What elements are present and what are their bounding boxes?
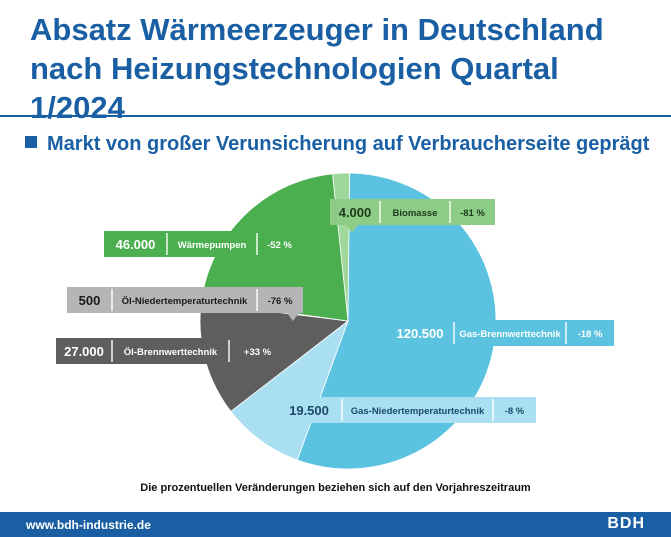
footer-bar: www.bdh-industrie.de BDH xyxy=(0,512,671,537)
callout-value-label: 4.000 xyxy=(339,205,372,220)
callout-gas-niedertemperaturtechnik: 19.500 Gas-Niedertemperaturtechnik -8 % xyxy=(276,397,536,431)
callout-waermepumpen: 46.000 Wärmepumpen -52 % xyxy=(104,231,302,265)
callout-pointer xyxy=(286,423,298,431)
footer-url-link[interactable]: www.bdh-industrie.de xyxy=(26,518,151,532)
subtitle-bullet-icon xyxy=(25,136,37,148)
callout-pointer xyxy=(396,346,408,354)
footer-brand-logo: BDH xyxy=(607,515,645,532)
callout-category-label: Gas-Niedertemperaturtechnik xyxy=(351,406,485,417)
chart-title: Absatz Wärmeerzeuger in Deutschland nach… xyxy=(30,10,660,127)
title-line-2: nach Heizungstechnologien Quartal 1/2024 xyxy=(30,51,559,125)
callout-value-label: 500 xyxy=(79,293,101,308)
subtitle-text: Markt von großer Verunsicherung auf Verb… xyxy=(47,133,650,155)
title-line-1: Absatz Wärmeerzeuger in Deutschland xyxy=(30,12,604,47)
callout-category-label: Biomasse xyxy=(393,208,438,219)
chart-subtitle: Markt von großer Verunsicherung auf Verb… xyxy=(25,133,649,156)
callout-category-label: Wärmepumpen xyxy=(178,240,247,251)
callout-change-label: -18 % xyxy=(578,329,603,340)
callout-value-label: 120.500 xyxy=(397,326,444,341)
callout-pointer xyxy=(250,364,262,372)
callout-box xyxy=(386,320,614,346)
callout-gas-brennwerttechnik: 120.500 Gas-Brennwerttechnik -18 % xyxy=(386,320,614,354)
title-divider xyxy=(0,115,671,117)
callout-pointer xyxy=(346,225,358,233)
callout-change-label: -8 % xyxy=(505,406,525,417)
callout-pointer xyxy=(270,257,282,265)
callout-category-label: Öl-Niedertemperaturtechnik xyxy=(122,296,248,307)
callout-category-label: Öl-Brennwerttechnik xyxy=(124,347,218,358)
callout-oel-brennwerttechnik: 27.000 Öl-Brennwerttechnik +33 % xyxy=(56,338,286,372)
callout-value-label: 27.000 xyxy=(64,344,104,359)
callout-oel-niedertemperaturtechnik: 500 Öl-Niedertemperaturtechnik -76 % xyxy=(67,287,303,321)
callout-category-label: Gas-Brennwerttechnik xyxy=(459,329,561,340)
callout-biomasse: 4.000 Biomasse -81 % xyxy=(330,199,495,233)
pie-slice-gas-niedertemperaturtechnik xyxy=(230,319,349,461)
callout-change-label: -52 % xyxy=(267,240,292,251)
callout-box xyxy=(104,231,302,257)
callout-change-label: +33 % xyxy=(244,347,272,358)
callout-pointer xyxy=(287,313,299,321)
callout-box xyxy=(67,287,303,313)
callout-change-label: -76 % xyxy=(268,296,293,307)
callout-box xyxy=(56,338,286,364)
callout-value-label: 19.500 xyxy=(289,403,329,418)
footnote: Die prozentuellen Veränderungen beziehen… xyxy=(140,482,531,494)
callout-box xyxy=(330,199,495,225)
callout-change-label: -81 % xyxy=(460,208,485,219)
callout-value-label: 46.000 xyxy=(116,237,156,252)
